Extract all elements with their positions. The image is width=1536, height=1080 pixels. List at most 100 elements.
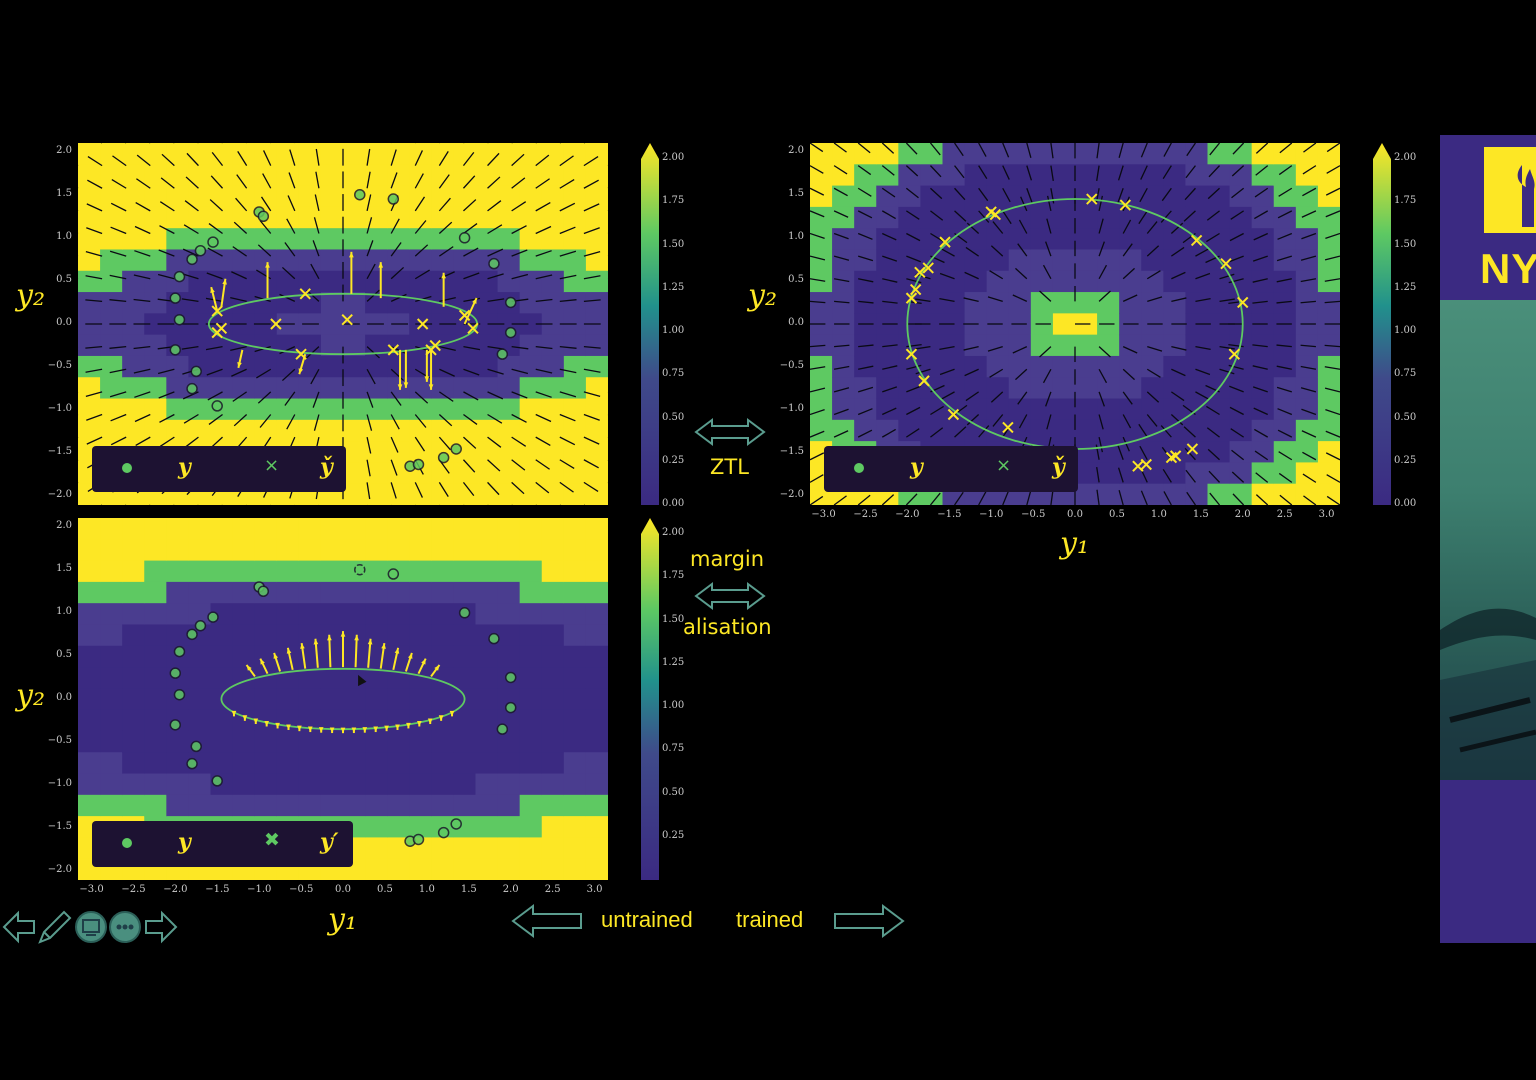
more-icon[interactable]	[108, 910, 142, 944]
heatmap-cell	[409, 270, 432, 293]
quiver-arrow	[315, 171, 320, 189]
heatmap-cell	[876, 228, 899, 250]
heatmap-cell	[298, 206, 322, 229]
quiver-arrow	[940, 248, 955, 257]
heatmap-cell	[585, 667, 608, 689]
heatmap-cell	[832, 249, 855, 272]
heatmap-cell	[365, 730, 388, 753]
heatmap-cell	[365, 581, 388, 604]
quiver-arrow	[85, 391, 103, 397]
screen-icon[interactable]	[74, 910, 108, 944]
quiver-arrow	[1301, 408, 1317, 416]
cross-marker	[467, 322, 479, 335]
heatmap-cell	[541, 355, 565, 378]
heatmap-cell	[409, 773, 432, 796]
heatmap-cell	[144, 645, 167, 668]
heatmap-cell	[475, 730, 499, 753]
quiver-arrow	[857, 429, 873, 438]
heatmap-cell	[585, 730, 608, 753]
heatmap-cell	[453, 709, 476, 732]
y-tick-label: −0.5	[47, 735, 72, 747]
heatmap-cell	[1185, 164, 1208, 187]
heatmap-cell	[78, 667, 101, 689]
arrow-left-icon[interactable]	[2, 910, 36, 944]
heatmap-cell	[497, 837, 521, 860]
y-ticks-top-right: 2.0 1.5 1.0 0.5 0.0 −0.5 −1.0 −1.5 −2.0	[772, 143, 808, 505]
heatmap-cell	[100, 398, 123, 421]
quiver-arrow	[939, 345, 955, 351]
colorbar-tick-label: 0.75	[662, 368, 685, 380]
heatmap-cell	[585, 398, 608, 421]
data-point	[186, 757, 198, 770]
quiver-arrow	[439, 296, 456, 303]
heatmap-cell	[453, 773, 476, 796]
heatmap-cell	[343, 581, 366, 604]
heatmap-cell	[387, 398, 410, 421]
heatmap-cell	[210, 249, 234, 272]
heatmap-cell	[563, 794, 587, 817]
heatmap-cell	[1141, 441, 1164, 463]
quiver-arrow	[1146, 391, 1160, 403]
heatmap-cell	[409, 752, 432, 775]
heatmap-cell	[188, 688, 211, 711]
heatmap-cell	[254, 688, 278, 711]
heatmap-cell	[832, 377, 855, 400]
heatmap-cell	[232, 603, 256, 625]
heatmap-cell	[232, 334, 256, 357]
legend-cross-icon: ×	[996, 455, 1012, 476]
heatmap-cell	[298, 730, 322, 753]
quiver-arrow	[810, 430, 825, 438]
quiver-arrow	[135, 201, 151, 212]
legend-cross-icon: ✖	[264, 829, 280, 851]
quiver-arrow	[535, 391, 552, 398]
heatmap-cell	[541, 603, 565, 625]
data-point	[496, 348, 509, 360]
heatmap-cell	[1295, 377, 1319, 400]
quiver-arrow	[881, 428, 896, 438]
quiver-arrow	[1301, 210, 1317, 218]
quiver-arrow	[438, 391, 454, 402]
quiver-arrow	[1139, 445, 1148, 461]
heatmap-cell	[497, 483, 521, 505]
heatmap-cell	[1075, 185, 1098, 208]
heatmap-cell	[1273, 143, 1297, 165]
heatmap-cell	[854, 143, 877, 165]
heatmap-cell	[519, 462, 543, 485]
data-point	[450, 443, 462, 455]
heatmap-cell	[920, 292, 943, 314]
heatmap-cell	[1052, 249, 1076, 272]
heatmap-cell	[232, 377, 256, 400]
quiver-arrow	[966, 222, 980, 234]
heatmap-cell	[409, 249, 432, 272]
quiver-arrow	[262, 173, 272, 189]
heatmap-cell	[166, 773, 189, 796]
quiver-arrow	[833, 495, 847, 505]
pencil-icon[interactable]	[36, 908, 72, 946]
heatmap-cell	[876, 292, 899, 314]
cross-marker	[1119, 199, 1132, 211]
alisation-label: alisation	[683, 615, 772, 639]
heatmap-cell	[563, 730, 587, 753]
arrow-right-icon[interactable]	[144, 910, 178, 944]
quiver-arrow	[1277, 232, 1293, 240]
quiver-arrow	[978, 143, 987, 157]
heatmap-cell	[497, 441, 521, 463]
quiver-arrow	[438, 436, 451, 451]
quiver-arrow	[109, 368, 127, 374]
quiver-arrow	[881, 165, 895, 176]
quiver-arrow	[1206, 232, 1220, 243]
heatmap-cell	[964, 228, 988, 250]
quiver-arrow	[1146, 414, 1158, 427]
heatmap-cell	[898, 398, 921, 421]
data-point	[190, 740, 202, 753]
quiver-arrow	[1303, 495, 1317, 505]
quiver-arrow	[1300, 255, 1317, 261]
quiver-arrow	[1254, 428, 1269, 438]
heatmap-cell	[832, 143, 855, 165]
heatmap-cell	[585, 270, 608, 293]
colorbar-gradient	[1373, 143, 1391, 505]
quiver-arrow	[390, 436, 399, 453]
quiver-arrow	[310, 368, 320, 385]
heatmap-cell	[1295, 206, 1319, 229]
heatmap-cell	[166, 143, 189, 165]
